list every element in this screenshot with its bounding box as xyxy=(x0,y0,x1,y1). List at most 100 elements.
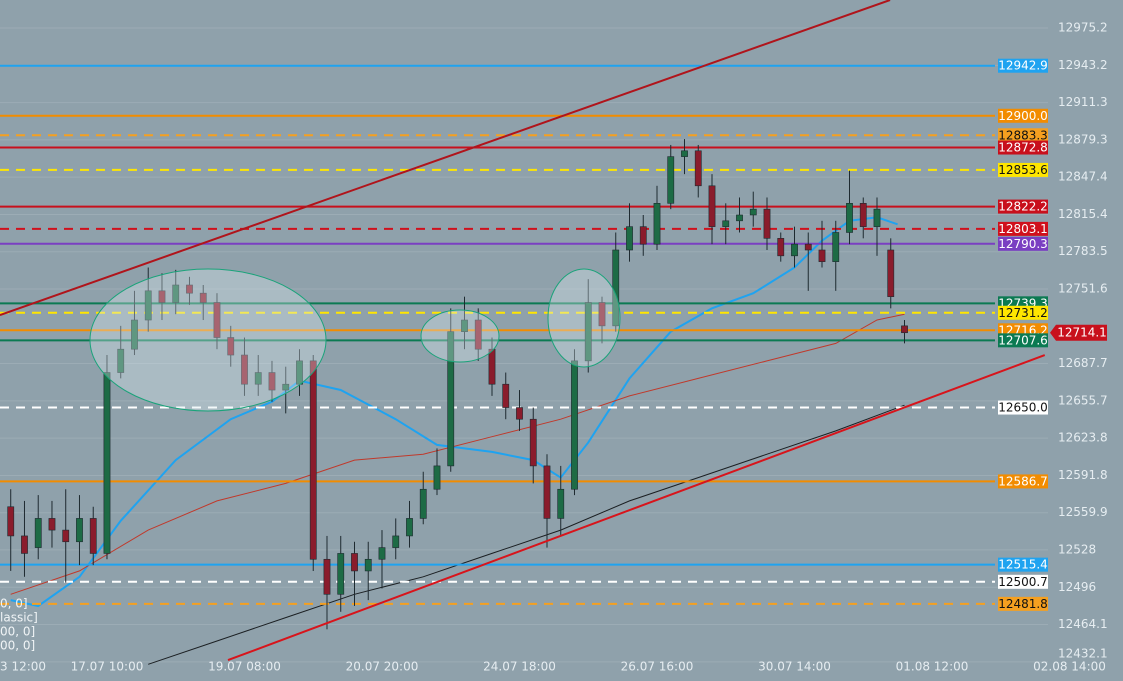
candle-body xyxy=(241,354,248,385)
candle-body xyxy=(323,558,331,595)
candle-body xyxy=(557,488,565,519)
candle-body xyxy=(887,249,895,297)
candle-body xyxy=(268,372,276,391)
candle-body xyxy=(488,348,496,385)
candle-body xyxy=(131,319,138,350)
y-tick-label: 12432.1 xyxy=(1058,647,1108,661)
moving-averages xyxy=(10,216,905,665)
candle-body xyxy=(722,220,730,227)
level-badge xyxy=(998,162,1048,177)
candle-body xyxy=(364,558,372,572)
x-tick-label: 02.08 14:00 xyxy=(1033,660,1106,674)
candle-body xyxy=(598,302,606,327)
level-label: 12803.1 xyxy=(998,222,1048,236)
candle-body xyxy=(859,203,867,227)
y-tick-label: 12623.8 xyxy=(1058,431,1108,445)
candle-body xyxy=(117,348,125,373)
trendlines xyxy=(0,0,1046,662)
candle-body xyxy=(818,249,826,262)
y-tick-label: 12528 xyxy=(1058,542,1096,556)
level-label: 12942.9 xyxy=(998,59,1048,73)
trendline xyxy=(0,0,891,317)
highlight-ellipse xyxy=(420,309,500,363)
candle-body xyxy=(901,325,908,334)
level-label: 12650.0 xyxy=(998,401,1048,415)
level-label: 12853.6 xyxy=(998,163,1048,177)
candle-body xyxy=(461,319,468,332)
candle-body xyxy=(213,302,221,338)
candle-body xyxy=(34,518,42,548)
level-badge xyxy=(998,474,1048,489)
candle-body xyxy=(337,553,345,595)
level-label: 12707.6 xyxy=(998,333,1048,347)
candle-body xyxy=(639,226,647,245)
candle-body xyxy=(76,518,83,543)
x-tick-label: 30.07 14:00 xyxy=(758,660,831,674)
candle-body xyxy=(351,553,358,572)
candle-body xyxy=(694,150,702,187)
candle-body xyxy=(832,232,840,262)
level-badge xyxy=(998,128,1048,143)
x-tick-label: 19.07 08:00 xyxy=(208,660,281,674)
indicator-label: 00, 0] xyxy=(0,625,35,639)
level-label: 12515.4 xyxy=(998,558,1048,572)
level-label: 12900.0 xyxy=(998,109,1048,123)
y-tick-label: 12975.2 xyxy=(1058,21,1108,35)
candle-body xyxy=(791,243,798,257)
y-tick-label: 12943.2 xyxy=(1058,58,1108,72)
y-tick-label: 12751.6 xyxy=(1058,281,1108,295)
y-tick-label: 12911.3 xyxy=(1058,95,1108,109)
y-tick-label: 12847.4 xyxy=(1058,170,1108,184)
candle-body xyxy=(103,372,111,554)
candle-body xyxy=(296,360,303,385)
candle-body xyxy=(846,203,853,233)
candle-body xyxy=(21,535,28,554)
candle-body xyxy=(777,238,785,257)
y-tick-label: 12687.7 xyxy=(1058,356,1108,370)
candle-body xyxy=(172,284,180,303)
candle-body xyxy=(749,208,757,216)
trendline xyxy=(227,354,1046,662)
candle-body xyxy=(571,360,578,490)
moving-average xyxy=(148,404,905,665)
level-badge xyxy=(998,557,1048,572)
candle-body xyxy=(516,407,523,420)
level-badge xyxy=(998,236,1048,251)
level-label: 12872.8 xyxy=(998,141,1048,155)
current-price-badge xyxy=(1050,324,1107,341)
candle-body xyxy=(681,150,688,157)
candle-body xyxy=(89,518,97,554)
candle-body xyxy=(378,547,386,560)
level-badge xyxy=(998,221,1048,236)
candle-body xyxy=(254,372,262,385)
candle-body xyxy=(158,290,166,303)
y-tick-label: 12879.3 xyxy=(1058,132,1108,146)
x-tick-label: 24.07 18:00 xyxy=(483,660,556,674)
level-label: 12586.7 xyxy=(998,474,1048,488)
level-label: 12500.7 xyxy=(998,575,1048,589)
level-badge xyxy=(998,199,1048,214)
candle-body xyxy=(736,214,743,222)
candle-body xyxy=(144,290,152,321)
y-tick-label: 12783.5 xyxy=(1058,244,1108,258)
candle-body xyxy=(419,488,427,519)
candle-body xyxy=(653,203,661,245)
y-tick-label: 12815.4 xyxy=(1058,207,1108,221)
x-tick-label: 3 12:00 xyxy=(0,660,46,674)
candles xyxy=(7,139,908,630)
level-label: 12790.3 xyxy=(998,237,1048,251)
candle-body xyxy=(406,518,413,537)
level-label: 12883.3 xyxy=(998,128,1048,142)
candle-body xyxy=(433,465,441,490)
level-badge xyxy=(998,140,1048,155)
current-price-label: 12714.1 xyxy=(1057,326,1107,340)
y-tick-label: 12496 xyxy=(1058,580,1096,594)
candle-body xyxy=(667,156,675,204)
indicator-label: 00, 0] xyxy=(0,639,35,653)
highlight-ellipse xyxy=(89,268,327,412)
level-badge xyxy=(998,596,1048,611)
indicator-label: lassic] xyxy=(0,611,38,625)
level-badge xyxy=(998,58,1048,73)
